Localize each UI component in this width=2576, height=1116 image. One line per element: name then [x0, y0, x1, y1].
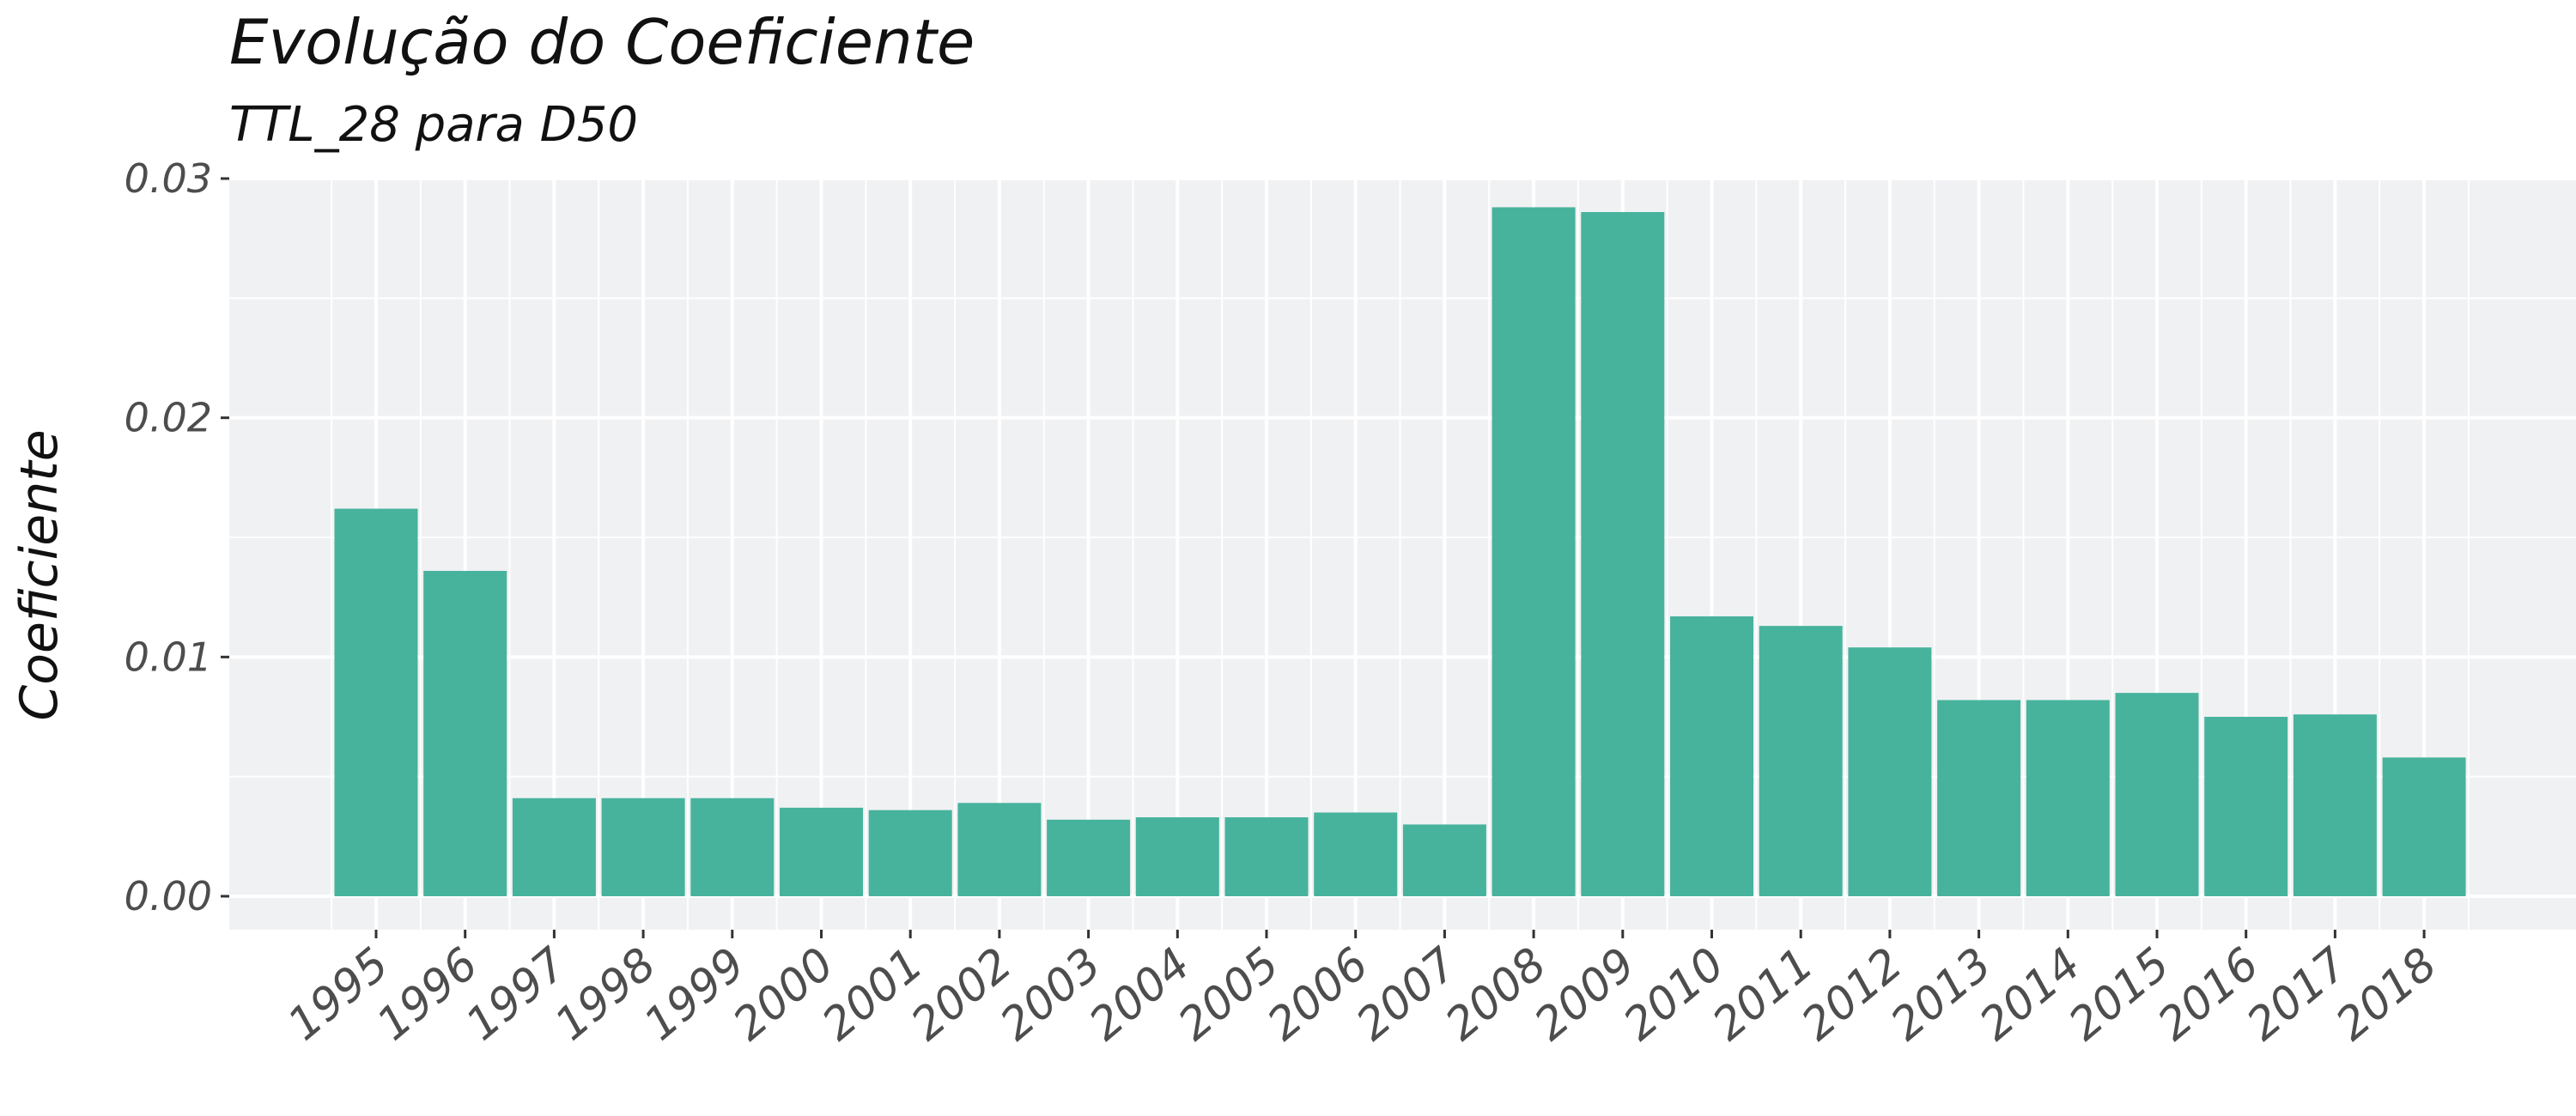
x-tick-label: 2004: [1080, 938, 1200, 1051]
bar-2006: [1314, 812, 1398, 896]
bar-2018: [2382, 757, 2466, 896]
chart-subtitle: TTL_28 para D50: [229, 97, 638, 153]
bar-2001: [868, 810, 952, 896]
bar-2014: [2026, 700, 2110, 896]
x-tick-label: 1996: [368, 938, 488, 1051]
x-tick-label: 1997: [457, 938, 577, 1051]
bar-2017: [2293, 714, 2377, 896]
x-tick-label: 1999: [635, 938, 755, 1051]
x-tick-label: 2014: [1971, 938, 2091, 1051]
x-tick-label: 2006: [1258, 938, 1378, 1051]
bar-2010: [1670, 616, 1753, 896]
x-tick-label: 2013: [1881, 938, 2002, 1051]
bar-2004: [1135, 817, 1219, 896]
x-tick-label: 2008: [1437, 938, 1557, 1051]
x-tick-label: 2007: [1347, 938, 1467, 1051]
x-tick-label: 2018: [2327, 938, 2447, 1051]
bar-2012: [1848, 647, 1932, 896]
x-tick-label: 2000: [724, 938, 844, 1051]
x-tick-label: 2015: [2059, 938, 2179, 1051]
x-tick-label: 2010: [1614, 938, 1735, 1051]
y-tick-label: 0.03: [125, 155, 212, 202]
y-tick-label: 0.02: [125, 395, 212, 441]
bar-1998: [601, 798, 685, 896]
y-tick-label: 0.00: [125, 873, 212, 919]
y-tick-label: 0.01: [125, 634, 212, 680]
y-axis-label: Coeficiente: [9, 429, 70, 720]
bar-2000: [780, 807, 863, 896]
bar-2005: [1224, 817, 1309, 896]
x-tick-label: 1995: [278, 938, 398, 1051]
bar-2008: [1492, 207, 1576, 896]
x-tick-label: 2005: [1169, 938, 1289, 1051]
x-tick-label: 2003: [991, 938, 1111, 1051]
bar-2013: [1937, 700, 2021, 896]
x-tick-label: 2012: [1792, 938, 1912, 1051]
chart-title: Evolução do Coeficiente: [229, 6, 975, 78]
x-axis: 1995199619971998199920002001200220032004…: [278, 930, 2446, 1051]
x-tick-label: 1998: [546, 938, 666, 1051]
bar-1997: [512, 798, 596, 896]
bar-1995: [334, 508, 418, 896]
bar-1996: [423, 571, 507, 896]
bar-2007: [1402, 824, 1486, 896]
bars: [334, 207, 2466, 897]
bar-2003: [1047, 819, 1131, 896]
x-tick-label: 2009: [1525, 938, 1645, 1051]
x-tick-label: 2002: [902, 938, 1022, 1051]
y-axis: 0.00 0.01 0.02 0.03: [125, 155, 229, 919]
x-tick-label: 2017: [2238, 938, 2358, 1051]
bar-1999: [690, 798, 775, 896]
x-tick-label: 2016: [2148, 938, 2269, 1051]
x-tick-label: 2001: [813, 938, 933, 1051]
x-tick-label: 2011: [1704, 938, 1824, 1051]
bar-2011: [1759, 626, 1843, 896]
bar-2015: [2115, 693, 2199, 896]
bar-2016: [2204, 717, 2288, 896]
bar-2009: [1581, 212, 1665, 897]
bar-2002: [957, 803, 1042, 896]
